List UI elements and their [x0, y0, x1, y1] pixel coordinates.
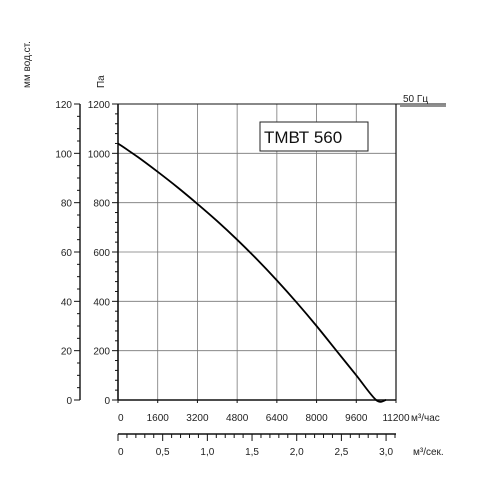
- x-sec-tick-label: 1,5: [245, 447, 259, 458]
- y-pa-tick-label: 1200: [88, 100, 111, 111]
- y-pa-tick-label: 200: [93, 347, 110, 358]
- y-mm-tick-label: 20: [61, 347, 73, 358]
- x-hour-unit-label: м³/час: [411, 413, 440, 424]
- x-sec-tick-label: 0,5: [156, 447, 170, 458]
- x-hour-tick-label: 8000: [305, 413, 328, 424]
- x-sec-tick-label: 1,0: [200, 447, 214, 458]
- model-label-box: [259, 121, 369, 152]
- y-pa-tick-label: 400: [93, 297, 110, 308]
- x-sec-tick-label: 2,0: [290, 447, 304, 458]
- y-pa-tick-label: 600: [93, 248, 110, 259]
- y-pa-tick-label: 1000: [88, 149, 111, 160]
- model-label: ТМВТ 560: [264, 128, 342, 147]
- x-sec-tick-label: 2,5: [334, 447, 348, 458]
- y-pa-tick-label: 0: [104, 396, 110, 407]
- y-mm-tick-label: 120: [55, 100, 72, 111]
- y-mm-tick-label: 80: [61, 199, 73, 210]
- x-hour-tick-label: 6400: [266, 413, 289, 424]
- y-mm-tick-label: 40: [61, 297, 73, 308]
- x-hour-tick-label: 11200: [382, 413, 410, 424]
- x-sec-unit-label: м³/сек.: [413, 447, 444, 458]
- y-mm-tick-label: 100: [55, 149, 72, 160]
- y-mm-tick-label: 0: [66, 396, 72, 407]
- y-right-unit-label: Па: [96, 75, 107, 88]
- x-hour-tick-label: 3200: [186, 413, 209, 424]
- x-sec-tick-label: 3,0: [379, 447, 393, 458]
- grid-layer: [117, 103, 397, 401]
- performance-curve: [117, 142, 387, 403]
- curve-layer: [117, 142, 387, 403]
- y-mm-tick-label: 60: [61, 248, 73, 259]
- x-sec-tick-label: 0: [118, 447, 124, 458]
- y-left-unit-label: мм вод.ст.: [22, 41, 33, 88]
- x-hour-tick-label: 4800: [226, 413, 249, 424]
- frequency-label: 50 Гц: [403, 94, 428, 105]
- x-hour-tick-label: 9600: [345, 413, 368, 424]
- y-pa-tick-label: 800: [93, 199, 110, 210]
- x-hour-tick-label: 1600: [147, 413, 170, 424]
- x-hour-tick-label: 0: [118, 413, 124, 424]
